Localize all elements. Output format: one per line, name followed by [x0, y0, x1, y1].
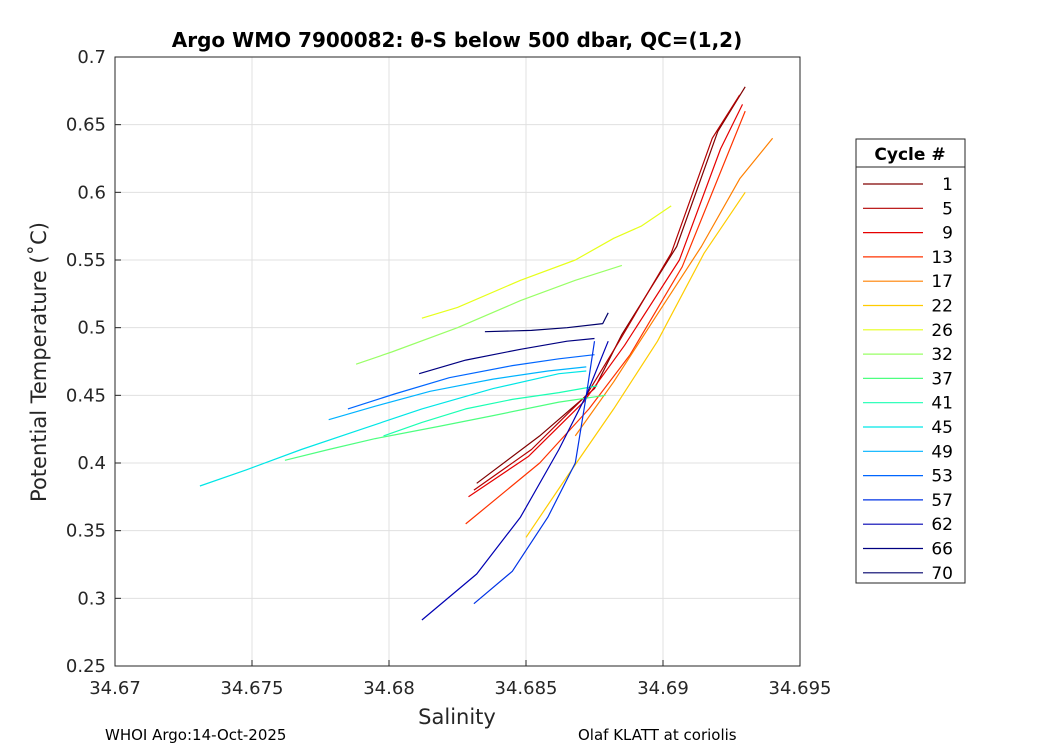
legend-label: 9: [942, 224, 953, 244]
x-tick-label: 34.675: [221, 678, 284, 699]
legend-label: 49: [931, 442, 953, 462]
y-tick-label: 0.55: [66, 250, 106, 271]
axes-background: [115, 57, 800, 666]
legend-label: 41: [931, 394, 953, 414]
x-tick-label: 34.67: [89, 678, 141, 699]
series-line-cycle-62: [421, 340, 609, 621]
series-line-cycle-13: [465, 110, 746, 525]
series-line-cycle-37: [284, 394, 606, 461]
y-tick-label: 0.5: [77, 318, 106, 339]
legend-title: Cycle #: [874, 145, 945, 165]
footer-left: WHOI Argo:14-Oct-2025: [105, 726, 287, 744]
legend-label: 70: [931, 564, 953, 584]
series-line-cycle-32: [355, 264, 623, 365]
series-line-cycle-17: [574, 137, 774, 437]
legend-label: 26: [931, 321, 953, 341]
series-line-cycle-5: [473, 94, 741, 491]
axes-frame: [114, 56, 801, 667]
x-tick-label: 34.69: [637, 678, 689, 699]
legend-label: 13: [931, 248, 953, 268]
series-line-cycle-26: [421, 205, 672, 319]
x-tick-label: 34.68: [363, 678, 415, 699]
legend-label: 57: [931, 491, 953, 511]
legend-label: 32: [931, 345, 953, 365]
series-line-cycle-66: [418, 337, 595, 375]
legend-label: 53: [931, 467, 953, 487]
y-tick-label: 0.6: [77, 182, 106, 203]
legend-label: 22: [931, 297, 953, 317]
x-axis-label: Salinity: [418, 705, 496, 729]
legend-box: [855, 138, 966, 584]
y-tick-label: 0.4: [77, 453, 106, 474]
y-tick-label: 0.35: [66, 521, 106, 542]
y-tick-label: 0.7: [77, 47, 106, 68]
legend-label: 37: [931, 369, 953, 389]
series-line-cycle-9: [468, 104, 744, 498]
series-line-cycle-41: [383, 385, 598, 437]
y-tick-label: 0.45: [66, 385, 106, 406]
x-tick-label: 34.695: [769, 678, 832, 699]
series-line-cycle-57: [473, 341, 596, 605]
plot-area: 34.67 34.675 34.68 34.685 34.69 34.695 0.25 0.3…: [66, 47, 832, 699]
y-tick-label: 0.65: [66, 115, 106, 136]
series-line-cycle-70: [484, 312, 609, 333]
y-axis-label: Potential Temperature (˚C): [27, 222, 51, 502]
legend-label: 66: [931, 540, 953, 560]
chart-title: Argo WMO 7900082: θ-S below 500 dbar, QC…: [172, 28, 742, 52]
series-line-cycle-1: [476, 86, 746, 484]
legend-label: 17: [931, 272, 953, 292]
series-line-cycle-45: [199, 370, 587, 487]
series-line-cycle-22: [525, 191, 746, 538]
legend-label: 1: [942, 175, 953, 195]
y-tick-label: 0.25: [66, 656, 106, 677]
y-tick-label: 0.3: [77, 588, 106, 609]
series-line-cycle-53: [347, 354, 595, 410]
x-tick-label: 34.685: [495, 678, 558, 699]
series-line-cycle-49: [328, 366, 587, 421]
footer-right: Olaf KLATT at coriolis: [578, 726, 737, 744]
legend-label: 5: [942, 199, 953, 219]
legend-label: 62: [931, 515, 953, 535]
legend: Cycle # 1 5 9 13 17 22 26 32 37 41 45 49 53 57 62 66 70: [855, 138, 966, 584]
legend-label: 45: [931, 418, 953, 438]
